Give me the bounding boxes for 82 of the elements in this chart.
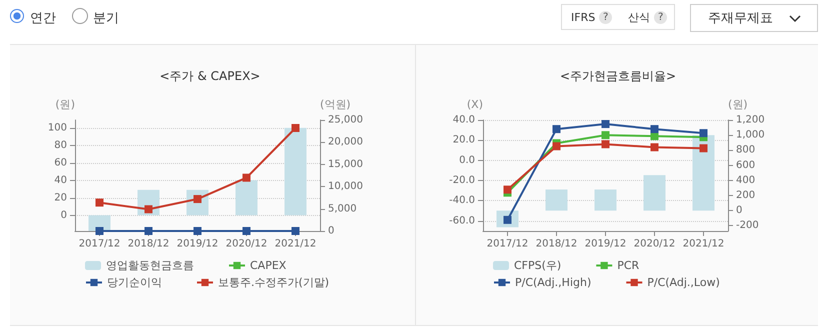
- y-tick-label: 20: [54, 192, 67, 204]
- bar: [546, 189, 568, 211]
- y2-tick-label: 0: [736, 205, 742, 216]
- y2-tick-label: -200: [736, 220, 759, 232]
- y2-tick-label: 20,000: [328, 136, 363, 148]
- text: 연간: [30, 10, 56, 27]
- x-tick-label: 2017/12: [486, 238, 528, 250]
- y2-tick-label: 200: [736, 190, 756, 202]
- y2-tick-label: 600: [736, 160, 756, 171]
- bar: [692, 135, 714, 211]
- point: [504, 186, 512, 194]
- bar: [594, 189, 616, 211]
- text: IFRS: [571, 10, 596, 24]
- y-tick-label: -40.0: [449, 195, 475, 206]
- bar: [284, 128, 306, 216]
- y2-tick-label: 800: [736, 144, 756, 156]
- text: 분기: [93, 10, 119, 27]
- y-tick-label: -20.0: [449, 175, 475, 186]
- y-tick-label: 60: [54, 157, 67, 168]
- point: [650, 125, 658, 134]
- legend-label: CFPS(우): [514, 259, 562, 272]
- y-tick-label: 20.0: [452, 134, 475, 146]
- y-axis-title: (X): [466, 98, 483, 111]
- y2-tick-label: 1,000: [736, 130, 765, 141]
- point: [194, 227, 202, 235]
- legend-label: PCR: [617, 259, 640, 272]
- x-tick-label: 2017/12: [78, 238, 120, 250]
- point: [144, 227, 152, 235]
- x-tick-label: 2020/12: [634, 238, 676, 250]
- point: [552, 142, 560, 150]
- x-tick-label: 2019/12: [176, 238, 218, 250]
- y-tick-label: 0.0: [459, 154, 475, 166]
- point: [292, 227, 300, 235]
- x-tick-label: 2018/12: [128, 238, 170, 250]
- legend-label: 당기순이익: [107, 276, 162, 289]
- point: [96, 227, 104, 235]
- point: [96, 198, 104, 207]
- x-tick-label: 2021/12: [274, 238, 316, 250]
- y-tick-label: 80: [54, 140, 67, 151]
- bar: [644, 175, 666, 211]
- point: [552, 125, 560, 134]
- bar: [236, 180, 258, 216]
- x-tick-label: 2019/12: [584, 238, 626, 250]
- x-tick-label: 2021/12: [682, 238, 724, 250]
- y2-tick-label: 0: [328, 226, 334, 236]
- point: [242, 227, 250, 235]
- legend-label: CAPEX: [250, 259, 287, 272]
- legend-label: P/C(Adj.,Low): [647, 276, 720, 289]
- point: [602, 140, 610, 148]
- point: [602, 131, 610, 140]
- y2-tick-label: 5,000: [328, 203, 357, 214]
- y2-tick-label: 400: [736, 174, 756, 186]
- point: [292, 124, 300, 132]
- y-tick-label: 100: [48, 122, 67, 134]
- x-tick-label: 2018/12: [536, 238, 578, 250]
- y2-tick-label: 15,000: [328, 158, 363, 170]
- point: [242, 174, 250, 182]
- text: ?: [658, 12, 664, 22]
- point: [602, 120, 610, 128]
- y2-tick-label: 25,000: [328, 114, 363, 126]
- legend-label: P/C(Adj.,High): [515, 276, 592, 289]
- y2-tick-label: 1,200: [736, 114, 765, 126]
- chart-title: <주가현금흐름비율>: [560, 69, 676, 83]
- y-axis-title: (원): [55, 98, 75, 111]
- chart-title: <주가 & CAPEX>: [160, 69, 260, 83]
- legend-label: 영업활동현금흐름: [106, 259, 194, 272]
- text: 산식: [628, 10, 650, 24]
- point: [700, 144, 708, 152]
- y-tick-label: 40.0: [452, 114, 475, 126]
- text: 주재무제표: [708, 10, 773, 27]
- text: ?: [599, 10, 612, 24]
- y-tick-label: 0: [60, 210, 67, 221]
- point: [650, 143, 658, 152]
- y-tick-label: 40: [54, 174, 67, 186]
- y2-axis-title: (억원): [320, 98, 351, 111]
- point: [700, 129, 708, 138]
- legend-label: 보통주.수정주가(기말): [218, 276, 330, 289]
- y-tick-label: -60.0: [449, 215, 475, 226]
- x-tick-label: 2020/12: [226, 238, 268, 250]
- y2-axis-title: (원): [728, 98, 748, 111]
- point: [144, 205, 152, 214]
- y2-tick-label: 10,000: [328, 181, 363, 192]
